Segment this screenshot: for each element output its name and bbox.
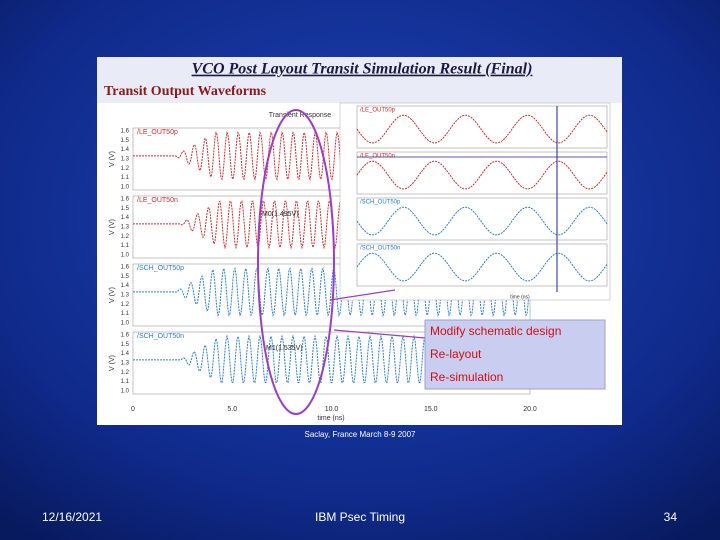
x-axis-label: time (ns): [317, 415, 344, 422]
waveform: [356, 114, 608, 144]
waveform: [356, 160, 608, 190]
zoom-frame: [339, 102, 611, 301]
x-tick-label: 0: [131, 406, 135, 413]
footer-page: 34: [664, 510, 678, 524]
x-tick-label: 20.0: [523, 406, 537, 413]
waveform: [356, 206, 608, 236]
panel: [356, 197, 608, 241]
y-tick-label: 1.0: [121, 185, 130, 191]
y-tick-label: 1.0: [121, 253, 130, 259]
callout-line: [333, 329, 426, 339]
marker-label: M1(1.535V): [266, 345, 303, 352]
figure-title: VCO Post Layout Transit Simulation Resul…: [192, 61, 533, 78]
signal-label: /LE_OUT50n: [360, 154, 395, 160]
y-tick-label: 1.2: [121, 166, 130, 172]
y-tick-label: 1.2: [121, 302, 130, 308]
y-tick-label: 1.6: [121, 129, 130, 135]
y-tick-label: 1.5: [121, 206, 130, 212]
y-tick-label: 1.3: [121, 293, 130, 299]
signal-label: /SCH_OUT50p: [360, 200, 401, 206]
y-tick-label: 1.6: [121, 333, 130, 339]
y-tick-label: 1.1: [121, 243, 130, 249]
y-tick-label: 1.3: [121, 361, 130, 367]
y-tick-label: 1.2: [121, 370, 130, 376]
y-tick-label: 1.4: [121, 283, 130, 289]
figure-header: [97, 57, 622, 103]
zoom-plot: /LE_OUT50p/LE_OUT50n/SCH_OUT50p/SCH_OUT5…: [339, 102, 611, 301]
y-tick-label: 1.1: [121, 379, 130, 385]
signal-label: /SCH_OUT50p: [137, 265, 184, 272]
y-tick-label: 1.4: [121, 147, 130, 153]
y-tick-label: 1.5: [121, 274, 130, 280]
x-tick-label: 10.0: [325, 406, 339, 413]
y-axis-label: V (V): [109, 219, 116, 235]
y-tick-label: 1.0: [121, 389, 130, 395]
y-tick-label: 1.6: [121, 197, 130, 203]
plot-title: Transient Response: [269, 112, 331, 119]
y-tick-label: 1.5: [121, 342, 130, 348]
caption: Saclay, France March 8-9 2007: [304, 430, 416, 439]
signal-label: /SCH_OUT50n: [137, 333, 184, 340]
panel: [356, 105, 608, 149]
note-line: Re-layout: [430, 347, 482, 361]
signal-label: /SCH_OUT50n: [360, 246, 400, 252]
y-axis-label: V (V): [109, 151, 116, 167]
y-tick-label: 1.1: [121, 311, 130, 317]
main-plot: 1.6 1.5 1.4 1.3 1.2 1.1 1.0 V (V) /LE_OUT50p 1.6 1…: [109, 127, 537, 422]
y-tick-label: 1.3: [121, 225, 130, 231]
x-axis-label: time (ns): [510, 294, 530, 300]
marker-label: M0(1.495V): [262, 211, 299, 218]
y-tick-label: 1.3: [121, 157, 130, 163]
y-tick-label: 1.4: [121, 351, 130, 357]
y-tick-label: 1.1: [121, 175, 130, 181]
signal-label: /LE_OUT50p: [360, 108, 396, 114]
y-tick-label: 1.5: [121, 138, 130, 144]
y-tick-label: 1.4: [121, 215, 130, 221]
footer-title: IBM Psec Timing: [315, 510, 405, 524]
highlight-ellipse: [257, 109, 335, 415]
figure-subtitle: Transit Output Waveforms: [104, 84, 267, 99]
waveform: [133, 334, 530, 383]
note-line: Re-simulation: [430, 370, 503, 384]
note-box: [424, 319, 606, 390]
y-tick-label: 1.2: [121, 234, 130, 240]
signal-label: /LE_OUT50p: [137, 129, 178, 136]
signal-label: /LE_OUT50n: [137, 197, 178, 204]
y-axis-label: V (V): [109, 355, 116, 371]
x-tick-label: 15.0: [424, 406, 438, 413]
x-tick-label: 5.0: [227, 406, 237, 413]
y-axis-label: V (V): [109, 287, 116, 303]
callout-line: [329, 289, 396, 301]
note-line: Modify schematic design: [430, 324, 561, 338]
y-tick-label: 1.0: [121, 321, 130, 327]
footer-date: 12/16/2021: [42, 510, 102, 524]
waveform: [356, 252, 608, 282]
y-tick-label: 1.6: [121, 265, 130, 271]
